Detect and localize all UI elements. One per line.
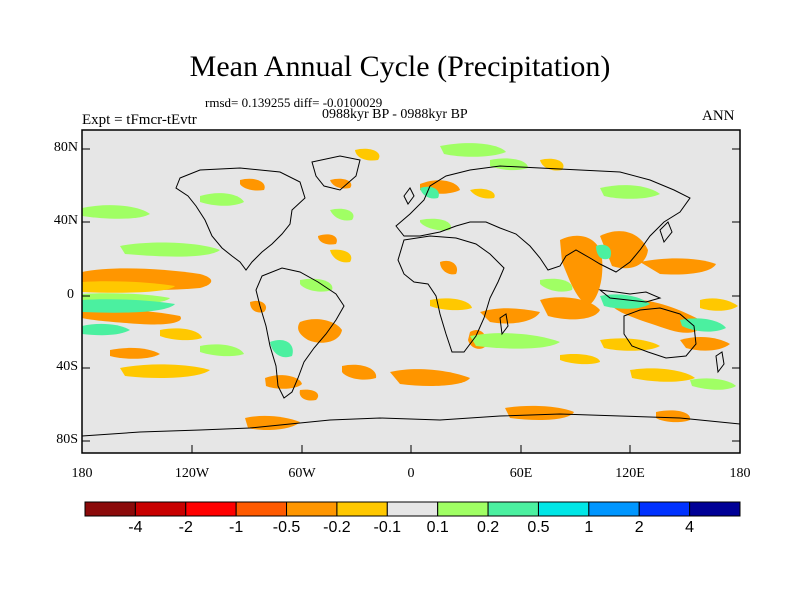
colorbar-box [185,501,237,517]
lon-label-60e: 60E [509,466,533,481]
colorbar-label: 0.1 [426,519,449,536]
north-america-coast [175,167,306,271]
south-america-coast [255,267,345,399]
australia-coast [623,307,697,359]
indonesia-coast [598,289,662,303]
colorbar-label: -0.1 [373,519,402,536]
madagascar-coast [499,313,509,336]
colorbar-box [437,501,489,517]
lon-label-180e: 180 [729,466,751,481]
colorbar-label: 1 [584,519,594,536]
weak-negative-anomaly-regions [82,148,738,382]
colorbar-label: -2 [178,519,193,536]
colorbar-box [336,501,388,517]
colorbar-box [134,501,187,517]
time-period: 0988kyr BP - 0988kyr BP [322,107,468,122]
british-isles-coast [403,187,415,205]
axis-ticks [82,148,740,453]
lat-label-40s: 40S [56,359,78,374]
colorbar-box [588,501,640,517]
colorbar-box [84,501,136,517]
japan-coast [659,221,673,244]
colorbar-box [638,501,691,517]
lat-label-80n: 80N [53,140,78,155]
colorbar-box [386,501,439,517]
new-zealand-coast [715,351,725,374]
map-background [82,130,740,453]
lon-label-120w: 120W [174,466,210,481]
colorbar-box [487,501,539,517]
colorbar-box [689,501,741,517]
lon-label-0: 0 [407,466,415,481]
colorbar-label: 0.5 [527,519,550,536]
colorbar-label: 4 [685,519,695,536]
colorbar-label: -1 [229,519,244,536]
colorbar-label: 0.2 [476,519,500,536]
map-title: Mean Annual Cycle (Precipitation) [189,50,611,83]
lon-label-60w: 60W [288,466,316,481]
colorbar [84,501,741,517]
colorbar-label: -4 [128,519,143,536]
lon-label-180w: 180 [71,466,93,481]
colorbar-label: -0.2 [323,519,351,536]
lat-label-80s: 80S [56,432,78,447]
africa-coast [397,235,505,353]
greenland-coast [311,155,361,191]
anomaly-shading [82,143,738,430]
europe-asia-coast [395,165,691,273]
rmsd-diff-stats: rmsd= 0.139255 diff= -0.0100029 [205,95,383,110]
coastlines [82,155,740,437]
colorbar-label: -0.5 [272,519,301,536]
experiment-label: Expt = tFmcr-tEvtr [82,112,197,128]
antarctica-coast [82,413,740,437]
colorbar-box [235,501,288,517]
lon-label-120e: 120E [615,466,645,481]
lat-label-0: 0 [67,287,74,302]
colorbar-box [537,501,590,517]
colorbar-label: 2 [634,519,644,536]
season-label: ANN [702,108,735,124]
lat-label-40n: 40N [53,213,78,228]
colorbar-box [286,501,338,517]
